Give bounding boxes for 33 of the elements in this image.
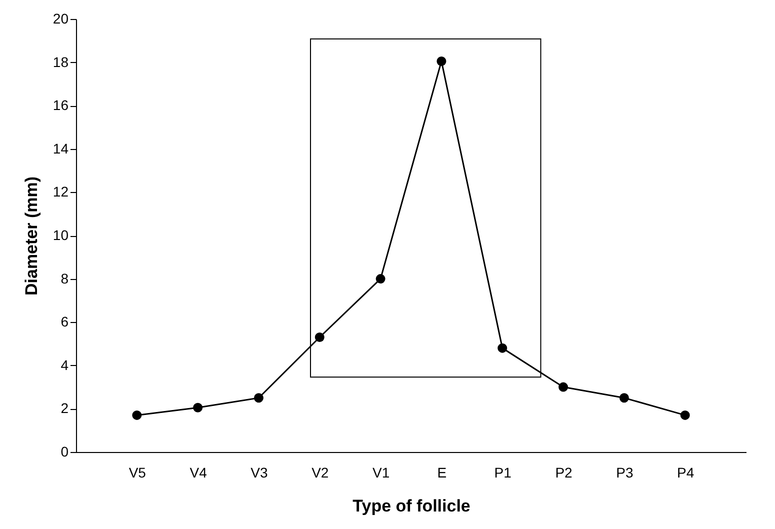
x-tick-label: P3 (616, 464, 634, 480)
x-tick-label: E (437, 464, 447, 480)
point (558, 382, 568, 392)
x-tick-label: P4 (677, 464, 694, 480)
point (436, 56, 446, 66)
y-tick-label: 4 (60, 356, 69, 373)
point (132, 410, 142, 420)
x-tick-label: V4 (190, 464, 208, 480)
y-tick-label: 2 (60, 400, 69, 416)
point (498, 343, 508, 353)
y-tick-label: 20 (52, 10, 69, 26)
x-tick-label: P1 (494, 464, 512, 480)
y-tick-label: 8 (60, 270, 69, 286)
y-axis-title: Diameter (mm) (22, 176, 41, 296)
x-axis-title: Type of follicle (352, 496, 470, 516)
x-tick-label: V3 (250, 464, 268, 480)
x-tick-label: V5 (128, 464, 146, 480)
y-tick-label: 18 (52, 54, 69, 70)
point (193, 402, 203, 412)
y-tick-label: 10 (52, 227, 69, 243)
x-tick-label: P2 (555, 464, 573, 480)
point (254, 393, 264, 403)
point (376, 274, 386, 284)
y-tick-label: 6 (60, 314, 69, 330)
y-tick-label: 16 (52, 97, 69, 114)
y-tick-label: 12 (52, 184, 69, 200)
point (680, 410, 690, 420)
x-tick-label: V2 (312, 464, 329, 480)
y-tick-label: 0 (60, 444, 69, 460)
point (619, 393, 629, 403)
y-tick-label: 14 (52, 140, 69, 156)
x-tick-label: V1 (372, 464, 390, 480)
point (314, 332, 324, 342)
